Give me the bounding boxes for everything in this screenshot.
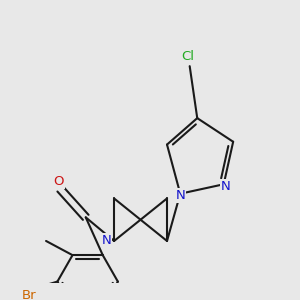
Text: Cl: Cl: [181, 50, 194, 63]
Text: N: N: [221, 180, 230, 193]
Text: O: O: [53, 175, 64, 188]
Text: Br: Br: [22, 289, 36, 300]
Text: N: N: [102, 235, 111, 248]
Text: N: N: [176, 189, 185, 202]
